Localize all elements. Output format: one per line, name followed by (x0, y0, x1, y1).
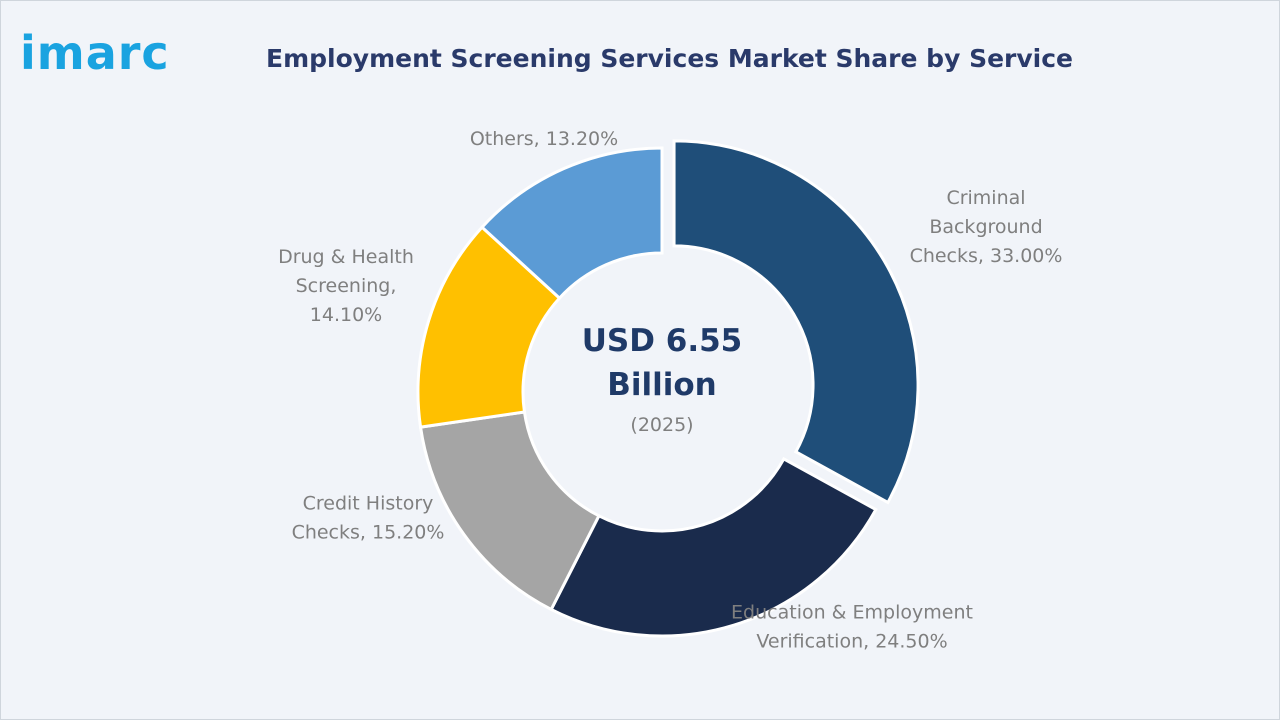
center-value-line1: USD 6.55 (582, 323, 743, 359)
label-education-employment-verification: Education & Employment Verification, 24.5… (731, 602, 973, 653)
imarc-logo: imarc (20, 26, 170, 80)
donut-slices (416, 139, 920, 638)
label-line: Criminal (946, 187, 1025, 209)
label-line: 14.10% (310, 304, 382, 326)
label-criminal-background-checks: Criminal Background Checks, 33.00% (910, 187, 1063, 267)
label-line: Others, 13.20% (470, 128, 618, 150)
slice-criminal-background-checks (672, 139, 920, 505)
label-line: Credit History (303, 493, 434, 515)
slice-education-employment-verification (549, 456, 878, 638)
center-year: (2025) (630, 414, 693, 436)
label-credit-history-checks: Credit History Checks, 15.20% (292, 493, 445, 544)
label-line: Verification, 24.50% (756, 631, 947, 653)
label-line: Screening, (296, 275, 397, 297)
label-line: Background (929, 216, 1042, 238)
label-line: Education & Employment (731, 602, 973, 624)
chart-title: Employment Screening Services Market Sha… (266, 44, 1073, 73)
slice-labels: Criminal Background Checks, 33.00% Educatio… (278, 128, 1062, 653)
label-line: Checks, 33.00% (910, 245, 1063, 267)
center-value-line2: Billion (607, 367, 717, 403)
slice-others (479, 146, 664, 301)
label-drug-health-screening: Drug & Health Screening, 14.10% (278, 246, 414, 326)
label-line: Drug & Health (278, 246, 414, 268)
label-others: Others, 13.20% (470, 128, 618, 150)
label-line: Checks, 15.20% (292, 522, 445, 544)
